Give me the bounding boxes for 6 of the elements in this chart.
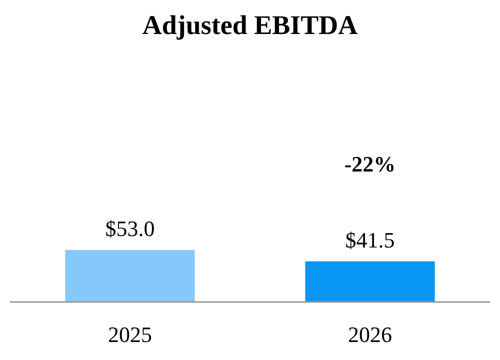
text: -22% [344, 151, 396, 176]
x-tick-label: 2025 [108, 322, 152, 347]
chart-title: Adjusted EBITDA [142, 10, 358, 40]
data-label: $53.0 [105, 216, 155, 242]
x-tick-label: 2026 [348, 322, 392, 347]
data-label: $41.5 [345, 227, 395, 252]
